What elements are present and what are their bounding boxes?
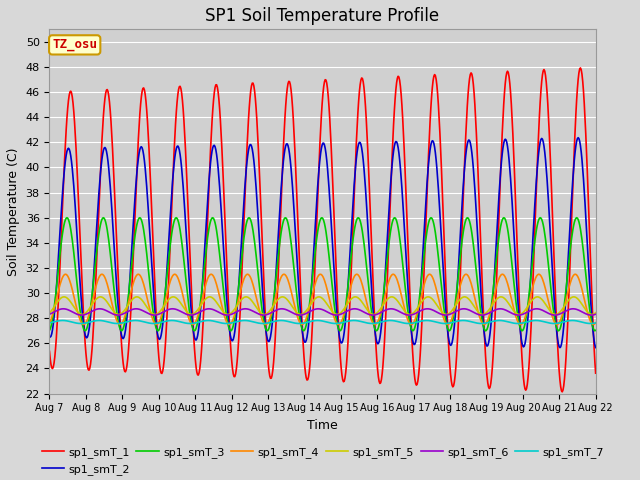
Line: sp1_smT_5: sp1_smT_5: [49, 297, 596, 314]
sp1_smT_2: [389, 155, 397, 160]
sp1_smT_5: [45, 310, 53, 316]
sp1_smT_3: [592, 327, 600, 333]
sp1_smT_2: [405, 299, 413, 304]
sp1_smT_7: [390, 318, 398, 324]
sp1_smT_3: [113, 312, 121, 318]
sp1_smT_3: [63, 215, 71, 221]
sp1_smT_2: [556, 345, 564, 350]
sp1_smT_1: [389, 137, 397, 143]
sp1_smT_4: [113, 316, 120, 322]
sp1_smT_2: [112, 267, 120, 273]
sp1_smT_2: [45, 334, 53, 339]
sp1_smT_5: [198, 301, 205, 307]
sp1_smT_5: [112, 311, 120, 316]
sp1_smT_4: [98, 271, 106, 277]
Line: sp1_smT_4: sp1_smT_4: [49, 274, 596, 324]
sp1_smT_1: [196, 365, 204, 371]
sp1_smT_1: [405, 264, 413, 270]
sp1_smT_6: [592, 312, 600, 317]
sp1_smT_5: [406, 312, 414, 317]
Line: sp1_smT_1: sp1_smT_1: [49, 68, 596, 392]
sp1_smT_3: [198, 291, 205, 297]
sp1_smT_6: [390, 306, 398, 312]
sp1_smT_1: [558, 389, 566, 395]
sp1_smT_2: [592, 345, 600, 350]
sp1_smT_1: [112, 214, 120, 220]
sp1_smT_5: [151, 312, 159, 317]
sp1_smT_2: [196, 315, 204, 321]
sp1_smT_6: [187, 312, 195, 318]
sp1_smT_2: [56, 239, 63, 245]
sp1_smT_5: [170, 294, 177, 300]
sp1_smT_6: [406, 312, 414, 318]
sp1_smT_4: [169, 273, 177, 279]
sp1_smT_5: [390, 295, 398, 300]
X-axis label: Time: Time: [307, 419, 338, 432]
sp1_smT_7: [406, 321, 414, 326]
sp1_smT_4: [390, 272, 398, 277]
sp1_smT_3: [406, 323, 414, 328]
sp1_smT_1: [56, 277, 63, 283]
sp1_smT_1: [167, 220, 175, 226]
sp1_smT_6: [167, 306, 175, 312]
sp1_smT_7: [204, 318, 212, 324]
sp1_smT_4: [56, 284, 63, 290]
Line: sp1_smT_7: sp1_smT_7: [49, 321, 596, 324]
sp1_smT_7: [112, 321, 120, 326]
sp1_smT_4: [592, 320, 600, 325]
Legend: sp1_smT_1, sp1_smT_2, sp1_smT_3, sp1_smT_4, sp1_smT_5, sp1_smT_6, sp1_smT_7: sp1_smT_1, sp1_smT_2, sp1_smT_3, sp1_smT…: [37, 443, 608, 479]
Text: TZ_osu: TZ_osu: [52, 38, 97, 51]
sp1_smT_3: [45, 327, 53, 333]
Line: sp1_smT_2: sp1_smT_2: [49, 138, 596, 348]
sp1_smT_6: [169, 306, 177, 312]
sp1_smT_7: [56, 318, 63, 324]
sp1_smT_3: [390, 215, 398, 221]
sp1_smT_2: [574, 135, 582, 141]
Title: SP1 Soil Temperature Profile: SP1 Soil Temperature Profile: [205, 7, 440, 25]
sp1_smT_2: [167, 200, 175, 205]
sp1_smT_5: [168, 294, 175, 300]
Y-axis label: Soil Temperature (C): Soil Temperature (C): [7, 147, 20, 276]
sp1_smT_5: [592, 310, 600, 316]
sp1_smT_1: [577, 65, 584, 71]
sp1_smT_7: [592, 320, 600, 326]
sp1_smT_3: [81, 328, 89, 334]
sp1_smT_1: [45, 348, 53, 354]
sp1_smT_4: [45, 320, 53, 325]
sp1_smT_1: [592, 370, 600, 376]
Line: sp1_smT_6: sp1_smT_6: [49, 309, 596, 315]
sp1_smT_6: [112, 312, 120, 318]
sp1_smT_6: [56, 307, 63, 312]
sp1_smT_3: [56, 257, 63, 263]
sp1_smT_6: [45, 312, 53, 317]
sp1_smT_7: [45, 320, 53, 326]
sp1_smT_4: [116, 322, 124, 327]
Line: sp1_smT_3: sp1_smT_3: [49, 218, 596, 331]
sp1_smT_7: [167, 318, 175, 324]
sp1_smT_7: [196, 319, 204, 324]
sp1_smT_7: [186, 321, 194, 326]
sp1_smT_5: [56, 297, 63, 302]
sp1_smT_6: [198, 308, 205, 314]
sp1_smT_4: [406, 321, 414, 327]
sp1_smT_3: [169, 226, 177, 231]
sp1_smT_4: [198, 299, 205, 305]
